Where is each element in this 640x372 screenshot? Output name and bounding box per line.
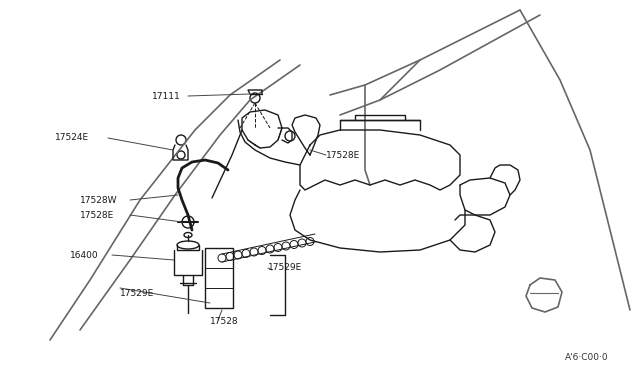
Text: 17528W: 17528W (80, 196, 118, 205)
Text: 17524E: 17524E (55, 132, 89, 141)
Text: 16400: 16400 (70, 250, 99, 260)
Text: 17528E: 17528E (326, 151, 360, 160)
Text: 17111: 17111 (152, 92, 180, 100)
Text: 17529E: 17529E (120, 289, 154, 298)
Text: 17528E: 17528E (80, 211, 115, 219)
Text: A'6·C00·0: A'6·C00·0 (565, 353, 609, 362)
Text: 17528: 17528 (210, 317, 239, 327)
Text: 17529E: 17529E (268, 263, 302, 273)
Bar (205, 248, 233, 308)
